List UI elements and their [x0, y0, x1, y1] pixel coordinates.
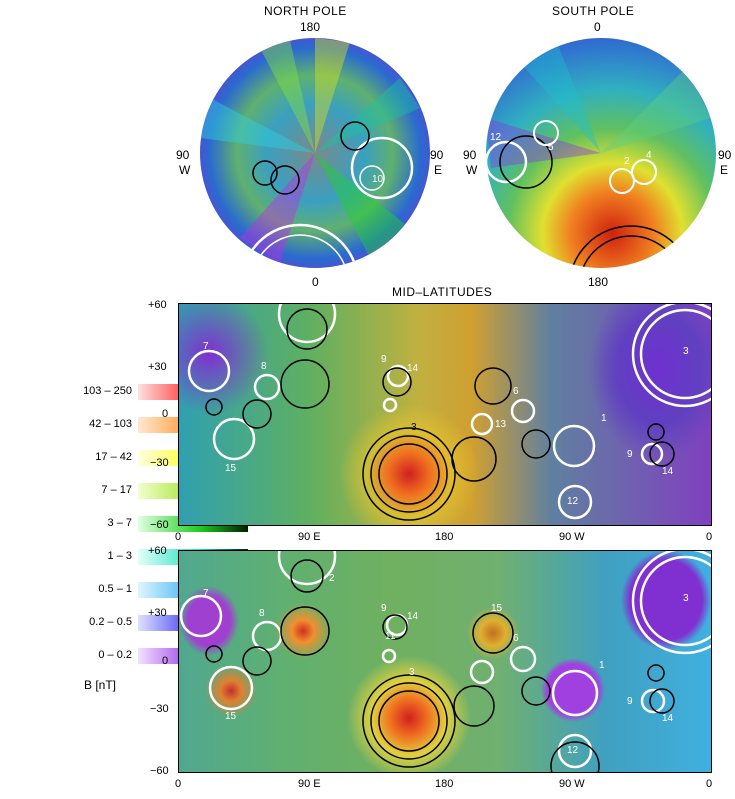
south-pole-label-left-num: 90 [463, 148, 477, 162]
south-pole-label-bottom: 180 [588, 275, 609, 289]
y-tick-top-2: 0 [162, 408, 169, 420]
x-tick-top-1: 90 E [298, 531, 321, 543]
south-pole-crater-label-12: 12 [490, 132, 502, 143]
crater-label: 6 [513, 386, 519, 397]
crater-label: 3 [409, 667, 415, 678]
legend-label: 0.5 – 1 [98, 583, 132, 595]
north-pole-label-right-dir: E [434, 163, 443, 177]
crater-label: 14 [662, 713, 674, 724]
crater-label: 1 [601, 413, 607, 424]
y-tick-top-1: +30 [148, 361, 167, 373]
x-tick-top-0: 0 [175, 531, 182, 543]
crater-label: 9 [627, 696, 633, 707]
legend-title: B [nT] [84, 678, 117, 692]
legend-label: 1 – 3 [107, 550, 132, 562]
south-pole-label-top: 0 [594, 20, 601, 34]
north-pole-label-left-dir: W [179, 163, 191, 177]
crater-label: 3 [683, 346, 689, 357]
north-pole-label-right-num: 90 [430, 148, 444, 162]
crater-label: 14 [662, 466, 674, 477]
mid-upper-overlay: 7 8 3 9 14 6 13 3 15 1 9 14 12 [187, 304, 711, 521]
crater-label: 2 [329, 573, 335, 584]
x-tick-bottom-0: 0 [175, 778, 182, 790]
crater-label: 8 [259, 608, 265, 619]
mid-latitudes-map-upper: 7 8 3 9 14 6 13 3 15 1 9 14 12 [178, 303, 712, 526]
legend-label: 3 – 7 [107, 517, 132, 529]
crater-label: 11 [385, 631, 396, 642]
north-pole-crater-label: 10 [372, 174, 384, 185]
y-tick-top-4: −60 [150, 519, 169, 531]
y-tick-bottom-1: +30 [148, 607, 167, 619]
north-pole-overlay: 10 [200, 38, 420, 268]
y-tick-bottom-0: +60 [148, 545, 167, 557]
crater-label: 15 [491, 603, 503, 614]
mid-latitudes-map-lower: 7 8 3 9 14 6 3 15 1 9 14 12 11 15 2 [178, 550, 712, 773]
crater-label: 6 [513, 633, 519, 644]
crater-label: 9 [627, 449, 633, 460]
north-pole-map: 10 [200, 38, 430, 268]
crater-label: 1 [599, 660, 605, 671]
legend-label: 17 – 42 [95, 451, 132, 463]
mid-lower-overlay: 7 8 3 9 14 6 3 15 1 9 14 12 11 15 2 [179, 551, 711, 772]
crater-label: 13 [495, 419, 507, 430]
crater-label: 7 [203, 341, 209, 352]
south-pole-crater-label-4: 4 [646, 150, 652, 161]
crater-label: 14 [407, 611, 419, 622]
y-tick-top-0: +60 [148, 299, 167, 311]
x-tick-bottom-4: 0 [706, 778, 713, 790]
south-pole-label-right-dir: E [720, 163, 729, 177]
south-pole-label-right-num: 90 [718, 148, 732, 162]
mid-latitudes-title: MID–LATITUDES [392, 285, 493, 299]
south-pole-crater-label-2: 2 [624, 156, 630, 167]
crater-label: 3 [683, 593, 689, 604]
crater-label: 12 [567, 496, 579, 507]
y-tick-bottom-2: 0 [162, 655, 169, 667]
legend-label: 0 – 0.2 [98, 649, 132, 661]
north-pole-label-left-num: 90 [176, 148, 190, 162]
y-tick-bottom-4: −60 [150, 765, 169, 777]
south-pole-map: 12 5 2 4 [486, 38, 716, 268]
x-tick-bottom-1: 90 E [298, 778, 321, 790]
crater-label: 15 [225, 711, 237, 722]
crater-label: 9 [381, 354, 387, 365]
crater-label: 7 [203, 588, 209, 599]
crater-label: 9 [381, 603, 387, 614]
legend-label: 7 – 17 [101, 484, 132, 496]
north-pole-label-top: 180 [300, 20, 321, 34]
south-pole-crater-label-5: 5 [548, 142, 554, 153]
x-tick-top-2: 180 [435, 531, 454, 543]
legend-label: 103 – 250 [83, 385, 132, 397]
north-pole-title: NORTH POLE [264, 4, 347, 18]
south-pole-label-left-dir: W [466, 163, 478, 177]
x-tick-top-4: 0 [706, 531, 713, 543]
crater-label: 12 [567, 745, 579, 756]
x-tick-top-3: 90 W [559, 531, 585, 543]
crater-label: 15 [225, 463, 237, 474]
south-pole-overlay: 12 5 2 4 [486, 40, 711, 268]
y-tick-bottom-3: −30 [150, 703, 169, 715]
south-pole-title: SOUTH POLE [552, 4, 635, 18]
x-tick-bottom-3: 90 W [559, 778, 585, 790]
legend-label: 42 – 103 [89, 418, 132, 430]
north-pole-label-bottom: 0 [312, 275, 319, 289]
y-tick-top-3: −30 [150, 457, 169, 469]
x-tick-bottom-2: 180 [435, 778, 454, 790]
crater-label: 8 [261, 361, 267, 372]
legend-label: 0.2 – 0.5 [89, 616, 132, 628]
crater-label: 3 [411, 422, 417, 433]
crater-label: 14 [407, 363, 419, 374]
